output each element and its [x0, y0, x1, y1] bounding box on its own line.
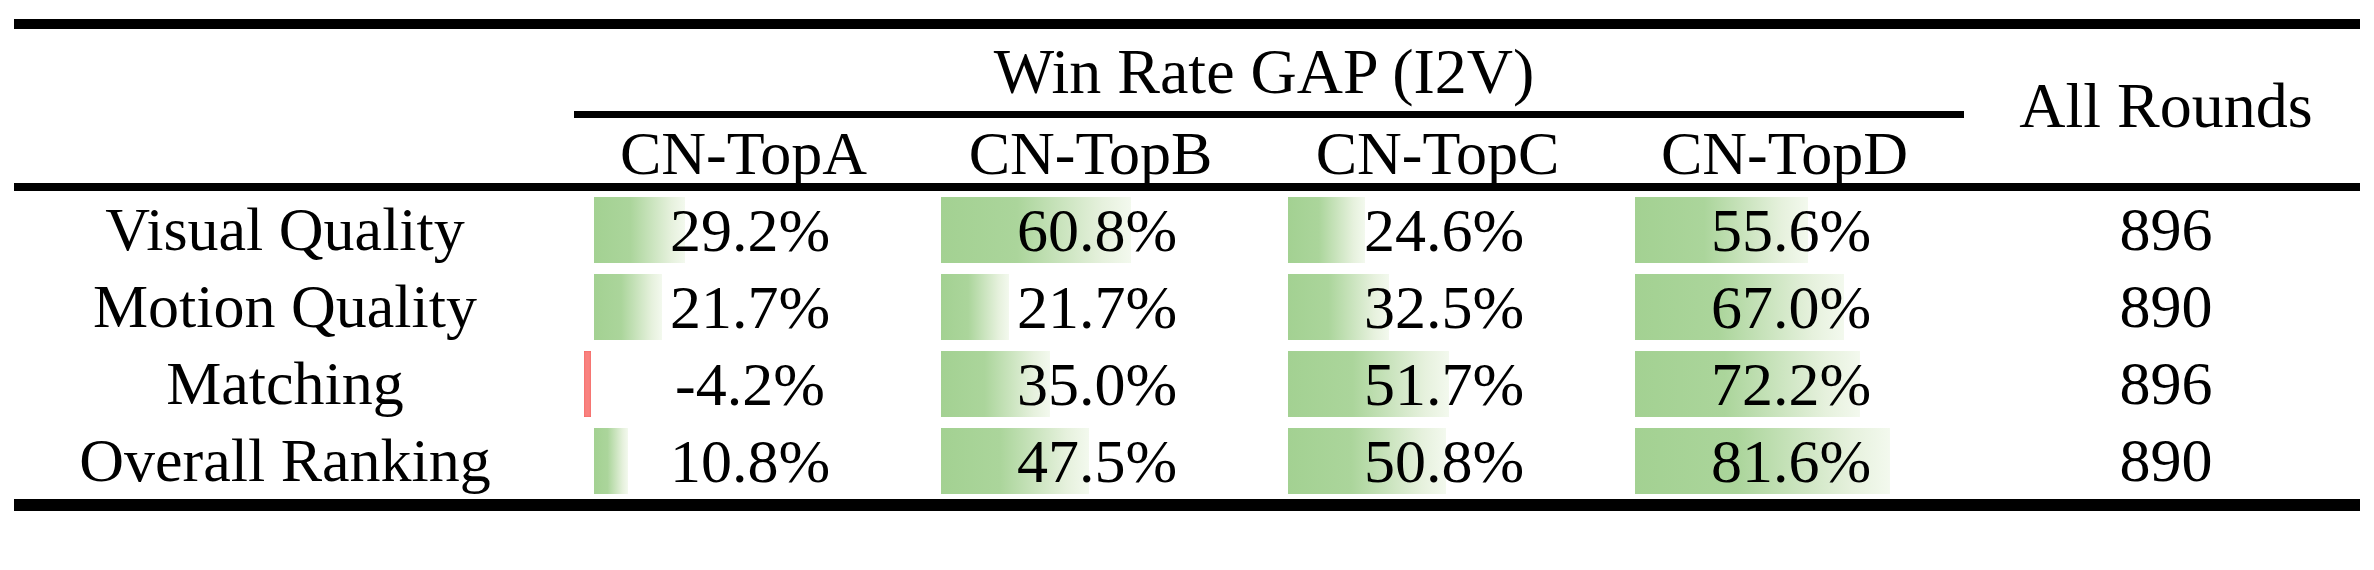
- cell-value: 55.6%: [1635, 197, 1947, 263]
- data-cell: 81.6%: [1611, 422, 1958, 499]
- paper-table-figure: Win Rate GAP (I2V) CN-TopACN-TopBCN-TopC…: [0, 0, 2374, 570]
- data-cell: 32.5%: [1264, 268, 1611, 345]
- data-cell: 24.6%: [1264, 191, 1611, 268]
- cmidrule: [574, 111, 1964, 118]
- column-header-cn-topa: CN-TopA: [570, 118, 917, 183]
- cell-value: 51.7%: [1288, 351, 1600, 417]
- column-header-cn-topb: CN-TopB: [917, 118, 1264, 183]
- bar-track: 50.8%: [1288, 428, 1600, 494]
- cell-value: 72.2%: [1635, 351, 1947, 417]
- bar-track: -4.2%: [594, 351, 906, 417]
- cell-value: 24.6%: [1288, 197, 1600, 263]
- cell-value: 10.8%: [594, 428, 906, 494]
- column-header-cn-topd: CN-TopD: [1611, 118, 1958, 183]
- bar-track: 29.2%: [594, 197, 906, 263]
- column-header-cn-topc: CN-TopC: [1264, 118, 1611, 183]
- data-cell: 47.5%: [917, 422, 1264, 499]
- data-cell: 29.2%: [570, 191, 917, 268]
- cell-value: 21.7%: [941, 274, 1253, 340]
- bar-track: 35.0%: [941, 351, 1253, 417]
- table-header: Win Rate GAP (I2V) CN-TopACN-TopBCN-TopC…: [0, 29, 2374, 183]
- group-header-title: Win Rate GAP (I2V): [570, 29, 1958, 111]
- bar-track: 81.6%: [1635, 428, 1947, 494]
- all-rounds-value: 890: [1958, 422, 2374, 499]
- top-rule: [14, 19, 2360, 29]
- bar-track: 21.7%: [594, 274, 906, 340]
- cell-value: 60.8%: [941, 197, 1253, 263]
- row-label: Overall Ranking: [0, 422, 570, 499]
- table-row: Overall Ranking 10.8% 47.5% 50.8% 81.6%890: [0, 422, 2374, 499]
- table-row: Matching -4.2% 35.0% 51.7% 72.2%896: [0, 345, 2374, 422]
- row-label: Visual Quality: [0, 191, 570, 268]
- data-cell: 21.7%: [917, 268, 1264, 345]
- results-table: Win Rate GAP (I2V) CN-TopACN-TopBCN-TopC…: [0, 19, 2374, 511]
- table-row: Visual Quality 29.2% 60.8% 24.6% 55.6%896: [0, 191, 2374, 268]
- cell-value: 50.8%: [1288, 428, 1600, 494]
- bar-track: 47.5%: [941, 428, 1253, 494]
- bar-track: 32.5%: [1288, 274, 1600, 340]
- data-cell: 60.8%: [917, 191, 1264, 268]
- data-cell: 10.8%: [570, 422, 917, 499]
- bar-track: 24.6%: [1288, 197, 1600, 263]
- negative-data-bar: [584, 351, 591, 417]
- cell-value: 35.0%: [941, 351, 1253, 417]
- row-label: Matching: [0, 345, 570, 422]
- table-row: Motion Quality 21.7% 21.7% 32.5% 67.0%890: [0, 268, 2374, 345]
- cell-value: 81.6%: [1635, 428, 1947, 494]
- cell-value: 32.5%: [1288, 274, 1600, 340]
- table-body: Visual Quality29.2%60.8%24.6%55.6%896Mot…: [0, 191, 2374, 499]
- data-cell: 67.0%: [1611, 268, 1958, 345]
- data-cell: 72.2%: [1611, 345, 1958, 422]
- bar-track: 51.7%: [1288, 351, 1600, 417]
- data-cell: 35.0%: [917, 345, 1264, 422]
- data-cell: 55.6%: [1611, 191, 1958, 268]
- bar-track: 67.0%: [1635, 274, 1947, 340]
- bar-track: 60.8%: [941, 197, 1253, 263]
- bottom-rule: [14, 499, 2360, 511]
- bar-track: 72.2%: [1635, 351, 1947, 417]
- cell-value: 21.7%: [594, 274, 906, 340]
- all-rounds-value: 896: [1958, 191, 2374, 268]
- row-label: Motion Quality: [0, 268, 570, 345]
- data-cell: -4.2%: [570, 345, 917, 422]
- bar-track: 10.8%: [594, 428, 906, 494]
- column-headers: CN-TopACN-TopBCN-TopCCN-TopD: [570, 118, 1958, 183]
- grouped-columns-header: Win Rate GAP (I2V) CN-TopACN-TopBCN-TopC…: [570, 29, 1958, 183]
- bar-track: 21.7%: [941, 274, 1253, 340]
- cell-value: -4.2%: [594, 351, 906, 417]
- cell-value: 67.0%: [1635, 274, 1947, 340]
- data-cell: 51.7%: [1264, 345, 1611, 422]
- bar-track: 55.6%: [1635, 197, 1947, 263]
- all-rounds-value: 890: [1958, 268, 2374, 345]
- data-cell: 21.7%: [570, 268, 917, 345]
- stub-header-cell: [0, 29, 570, 183]
- data-cell: 50.8%: [1264, 422, 1611, 499]
- all-rounds-value: 896: [1958, 345, 2374, 422]
- cell-value: 29.2%: [594, 197, 906, 263]
- cell-value: 47.5%: [941, 428, 1253, 494]
- all-rounds-header: All Rounds: [1958, 29, 2374, 183]
